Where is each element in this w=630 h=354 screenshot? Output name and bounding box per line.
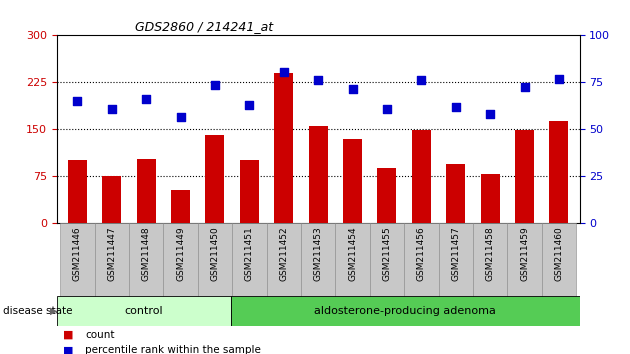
Bar	[412, 131, 431, 223]
Bar	[171, 190, 190, 223]
Point	[313, 78, 323, 83]
Bar	[404, 223, 438, 297]
Text: aldosterone-producing adenoma: aldosterone-producing adenoma	[314, 306, 496, 316]
Text: GSM211455: GSM211455	[382, 227, 391, 281]
Point	[141, 96, 151, 102]
Point	[210, 82, 220, 88]
Text: GSM211460: GSM211460	[554, 227, 563, 281]
Text: GSM211458: GSM211458	[486, 227, 495, 281]
Text: GSM211450: GSM211450	[210, 227, 219, 281]
Text: GSM211457: GSM211457	[451, 227, 461, 281]
Text: ■: ■	[63, 346, 74, 354]
Point	[554, 76, 564, 82]
Bar	[137, 159, 156, 223]
Bar	[274, 73, 293, 223]
Text: GSM211456: GSM211456	[417, 227, 426, 281]
Bar	[473, 223, 507, 297]
Text: GSM211449: GSM211449	[176, 227, 185, 281]
Bar	[343, 138, 362, 223]
Point	[348, 86, 358, 91]
Bar	[102, 176, 121, 223]
Text: GSM211446: GSM211446	[73, 227, 82, 281]
Point	[72, 98, 83, 104]
Text: GSM211448: GSM211448	[142, 227, 151, 281]
Point	[485, 111, 495, 116]
Bar	[481, 174, 500, 223]
Bar	[231, 296, 580, 326]
Text: GSM211459: GSM211459	[520, 227, 529, 281]
Bar	[266, 223, 301, 297]
Point	[176, 114, 186, 120]
Bar	[57, 296, 231, 326]
Bar	[68, 160, 87, 223]
Text: GSM211451: GSM211451	[245, 227, 254, 281]
Text: percentile rank within the sample: percentile rank within the sample	[85, 346, 261, 354]
Point	[278, 69, 289, 74]
Text: GSM211452: GSM211452	[279, 227, 289, 281]
Bar	[542, 223, 576, 297]
Bar	[198, 223, 232, 297]
Bar	[370, 223, 404, 297]
Bar	[301, 223, 335, 297]
Bar	[205, 136, 224, 223]
Text: count: count	[85, 330, 115, 339]
Bar	[60, 223, 94, 297]
Bar	[163, 223, 198, 297]
Text: control: control	[125, 306, 163, 316]
Bar	[377, 168, 396, 223]
Point	[382, 106, 392, 112]
Bar	[232, 223, 266, 297]
Text: disease state: disease state	[3, 306, 72, 316]
Bar	[446, 164, 465, 223]
Bar	[94, 223, 129, 297]
Bar	[507, 223, 542, 297]
Text: GSM211447: GSM211447	[107, 227, 117, 281]
Bar	[515, 131, 534, 223]
Bar	[549, 121, 568, 223]
Point	[450, 104, 461, 110]
Text: ■: ■	[63, 330, 74, 339]
Point	[416, 78, 427, 83]
Bar	[129, 223, 163, 297]
Bar	[438, 223, 473, 297]
Bar	[335, 223, 370, 297]
Text: ▶: ▶	[50, 306, 57, 316]
Bar	[309, 126, 328, 223]
Bar	[240, 160, 259, 223]
Text: GSM211453: GSM211453	[314, 227, 323, 281]
Point	[106, 106, 117, 112]
Point	[244, 103, 255, 108]
Text: GDS2860 / 214241_at: GDS2860 / 214241_at	[135, 20, 273, 33]
Point	[520, 84, 530, 90]
Text: GSM211454: GSM211454	[348, 227, 357, 281]
